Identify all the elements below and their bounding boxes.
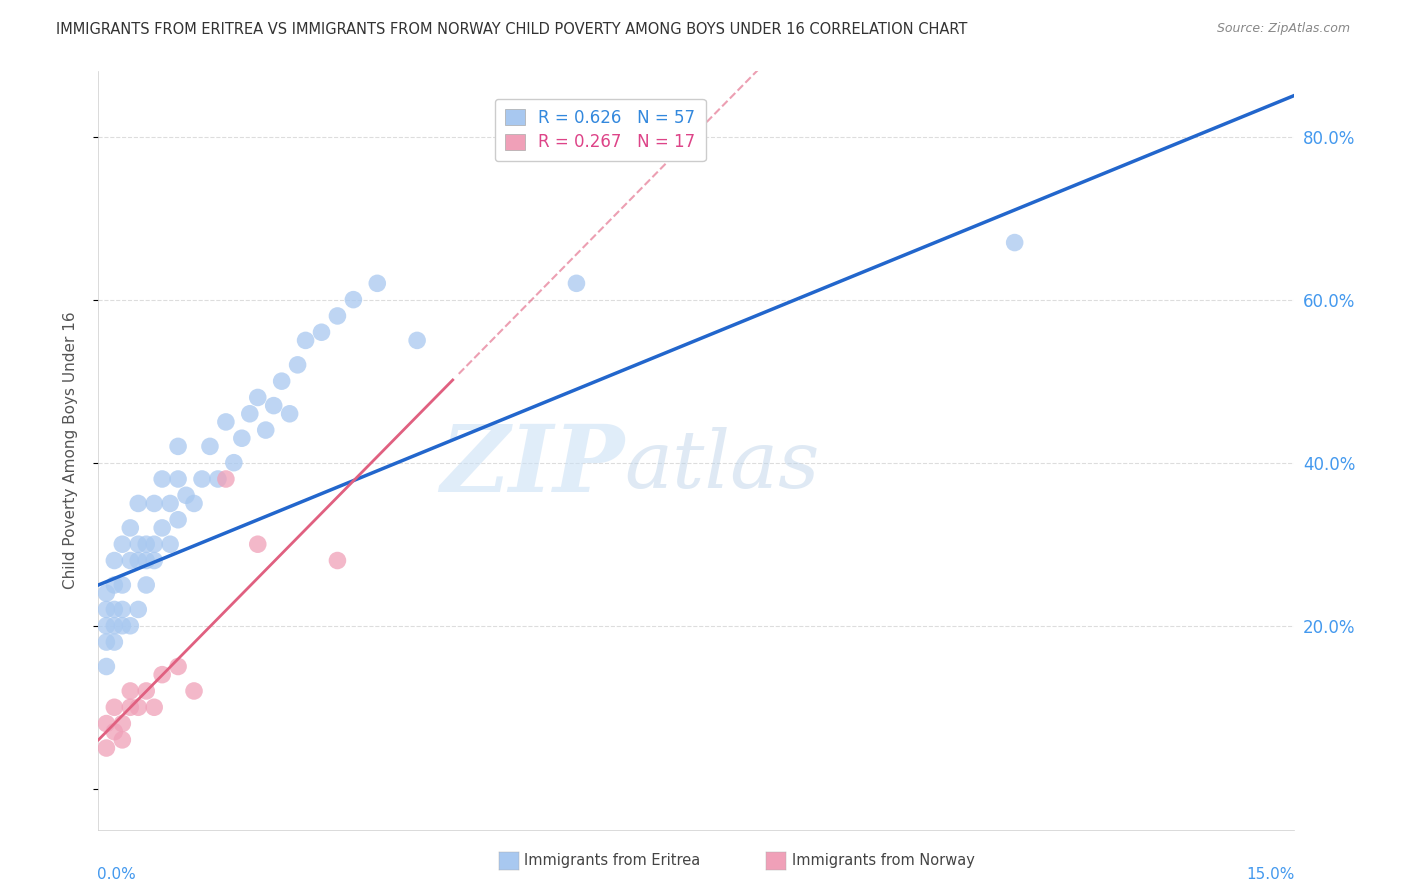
Point <box>254 423 277 437</box>
Point <box>326 309 349 323</box>
Point <box>120 684 142 698</box>
Point <box>198 439 221 453</box>
Point <box>135 684 157 698</box>
Point <box>207 472 229 486</box>
Point <box>135 578 157 592</box>
Point <box>231 431 253 445</box>
Point <box>96 602 118 616</box>
Point <box>326 553 349 567</box>
Point <box>183 684 205 698</box>
Point <box>111 732 134 747</box>
Point <box>96 741 118 756</box>
Point <box>191 472 214 486</box>
Text: IMMIGRANTS FROM ERITREA VS IMMIGRANTS FROM NORWAY CHILD POVERTY AMONG BOYS UNDER: IMMIGRANTS FROM ERITREA VS IMMIGRANTS FR… <box>56 22 967 37</box>
Point <box>167 472 190 486</box>
Point <box>96 586 118 600</box>
Point <box>120 619 142 633</box>
Point <box>127 700 149 714</box>
Point <box>287 358 309 372</box>
Point <box>174 488 197 502</box>
Y-axis label: Child Poverty Among Boys Under 16: Child Poverty Among Boys Under 16 <box>63 311 77 590</box>
Point <box>96 619 118 633</box>
Point <box>127 496 149 510</box>
Point <box>111 602 134 616</box>
Point <box>127 553 149 567</box>
Point <box>278 407 301 421</box>
Point <box>127 537 149 551</box>
Point <box>120 553 142 567</box>
Point <box>222 456 245 470</box>
Point <box>311 325 333 339</box>
Point <box>167 659 190 673</box>
Point <box>103 578 125 592</box>
Point <box>96 659 118 673</box>
Point <box>263 399 285 413</box>
Text: Immigrants from Eritrea: Immigrants from Eritrea <box>524 854 700 868</box>
Point <box>366 277 388 291</box>
Point <box>111 578 134 592</box>
Point <box>111 716 134 731</box>
Point <box>127 602 149 616</box>
Point <box>103 700 125 714</box>
Point <box>103 602 125 616</box>
Point <box>111 619 134 633</box>
Point <box>111 537 134 551</box>
Point <box>96 635 118 649</box>
Point <box>135 553 157 567</box>
Point <box>103 724 125 739</box>
Point <box>294 334 316 348</box>
Point <box>103 619 125 633</box>
Point <box>270 374 292 388</box>
Point <box>150 521 173 535</box>
Text: ZIP: ZIP <box>440 421 624 510</box>
Point <box>135 537 157 551</box>
Point <box>143 553 166 567</box>
Point <box>159 537 181 551</box>
Point <box>159 496 181 510</box>
Point <box>246 537 269 551</box>
Point <box>565 277 588 291</box>
Text: atlas: atlas <box>624 427 820 504</box>
Text: 15.0%: 15.0% <box>1246 867 1295 882</box>
Text: 0.0%: 0.0% <box>97 867 136 882</box>
Point <box>143 496 166 510</box>
Point <box>103 635 125 649</box>
Point <box>167 439 190 453</box>
Point <box>120 521 142 535</box>
Legend: R = 0.626   N = 57, R = 0.267   N = 17: R = 0.626 N = 57, R = 0.267 N = 17 <box>495 99 706 161</box>
Point <box>150 667 173 681</box>
Point <box>406 334 429 348</box>
Point <box>183 496 205 510</box>
Text: Source: ZipAtlas.com: Source: ZipAtlas.com <box>1216 22 1350 36</box>
Point <box>150 472 173 486</box>
Point <box>103 553 125 567</box>
Point <box>143 700 166 714</box>
Point <box>215 415 238 429</box>
Point <box>215 472 238 486</box>
Point <box>120 700 142 714</box>
Point <box>167 513 190 527</box>
Point <box>143 537 166 551</box>
Point <box>239 407 262 421</box>
Text: Immigrants from Norway: Immigrants from Norway <box>792 854 974 868</box>
Point <box>96 716 118 731</box>
Point <box>1004 235 1026 250</box>
Point <box>342 293 364 307</box>
Point <box>246 391 269 405</box>
